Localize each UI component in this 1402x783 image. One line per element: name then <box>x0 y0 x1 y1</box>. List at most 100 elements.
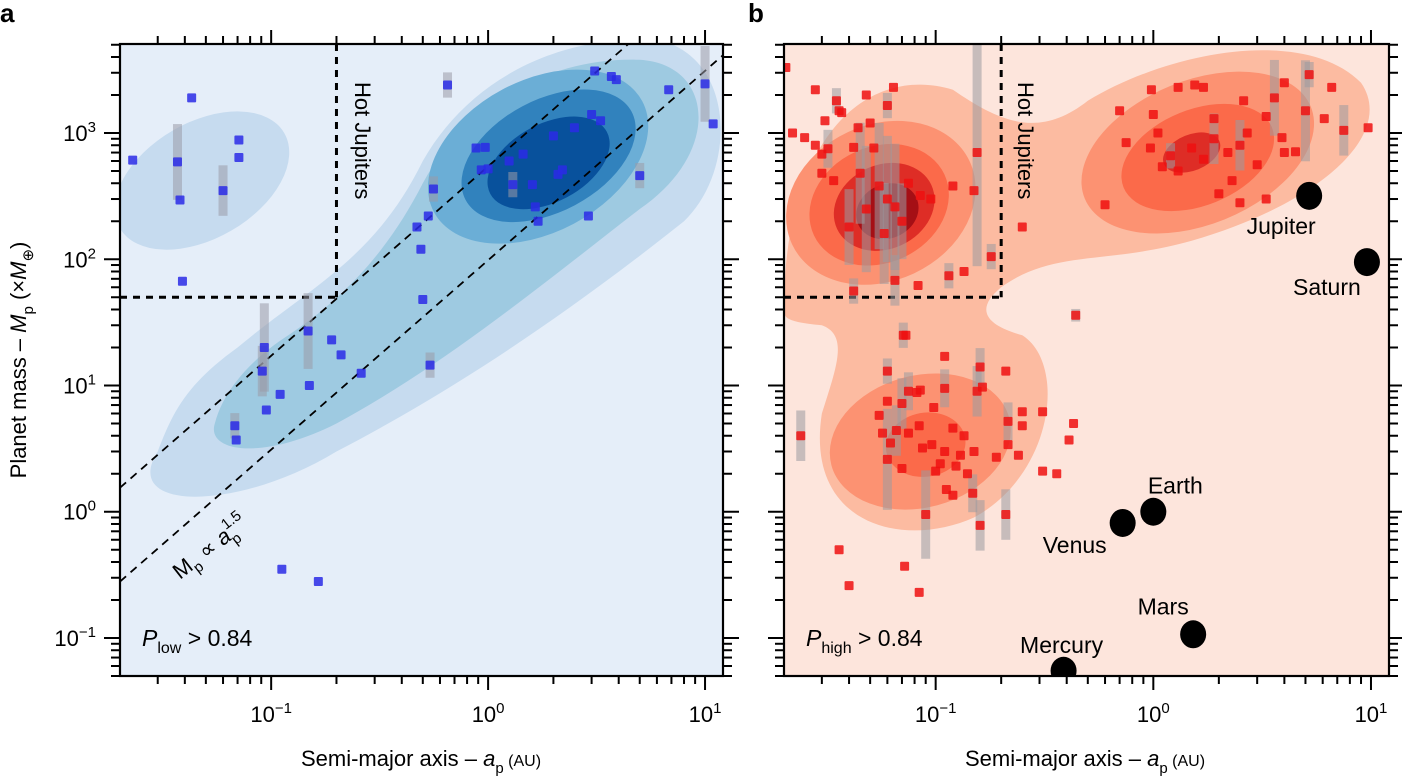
data-point <box>177 276 187 286</box>
data-point <box>962 469 972 479</box>
data-point <box>234 135 244 145</box>
data-point <box>849 286 859 296</box>
data-point <box>969 447 979 457</box>
data-point <box>810 140 820 150</box>
data-point <box>277 564 287 574</box>
data-point <box>596 116 606 126</box>
data-point <box>874 410 884 420</box>
data-point <box>921 510 931 520</box>
data-point <box>483 164 493 174</box>
solar-planet-marker <box>1050 656 1077 676</box>
data-point <box>1209 134 1219 144</box>
data-point <box>1148 110 1158 120</box>
data-point <box>1052 469 1062 479</box>
data-point <box>948 181 958 191</box>
data-point <box>231 435 241 445</box>
data-point <box>784 63 791 73</box>
data-point <box>926 194 936 204</box>
data-point <box>829 176 839 186</box>
data-point <box>518 149 528 159</box>
data-point <box>234 152 244 162</box>
data-point <box>708 119 718 129</box>
data-point <box>861 90 871 100</box>
data-point <box>878 428 888 438</box>
data-point <box>1339 125 1349 135</box>
data-point <box>882 366 892 376</box>
data-point <box>1279 78 1289 88</box>
data-point <box>855 168 865 178</box>
hot-jupiters-label: Hot Jupiters <box>350 82 375 199</box>
data-point <box>587 110 597 120</box>
data-point <box>1038 407 1048 417</box>
data-point <box>423 211 433 221</box>
solar-system-labels: Mercury Venus Earth Mars Jupiter Saturn <box>1020 213 1361 658</box>
data-point <box>879 228 889 238</box>
data-point <box>187 93 197 103</box>
data-point <box>425 360 435 370</box>
panel-b: b 10−1 100 101 Hot Jupiters Phigh > 0.84 M… <box>748 0 1402 777</box>
data-point <box>533 216 543 226</box>
data-point <box>416 244 426 254</box>
data-point <box>1190 80 1200 90</box>
data-point <box>257 366 267 376</box>
data-point <box>800 133 810 143</box>
y-tick-label: 102 <box>63 245 96 272</box>
data-point <box>927 440 937 450</box>
data-point <box>1252 160 1262 170</box>
contour-level-1 <box>120 111 290 250</box>
guide-lines <box>120 44 723 583</box>
data-point <box>948 490 958 500</box>
data-point <box>915 190 925 200</box>
data-point <box>356 368 366 378</box>
solar-planet-marker <box>1353 248 1380 277</box>
data-point <box>1261 112 1271 122</box>
data-point <box>1100 200 1110 210</box>
data-point <box>940 351 950 361</box>
scaling-line <box>120 54 723 583</box>
data-point <box>336 350 346 360</box>
data-point <box>1071 310 1081 320</box>
data-point <box>865 118 875 128</box>
data-point <box>508 180 518 190</box>
scaling-line <box>120 44 630 489</box>
data-point <box>569 123 579 133</box>
data-point <box>1261 194 1271 204</box>
data-point <box>530 202 540 212</box>
data-point <box>882 396 892 406</box>
data-point <box>1319 114 1329 124</box>
data-point <box>1235 198 1245 208</box>
data-point <box>890 202 900 212</box>
data-point <box>1239 96 1249 106</box>
data-point <box>664 85 674 95</box>
data-point <box>975 362 985 372</box>
data-point <box>1001 510 1011 520</box>
data-point <box>853 123 863 133</box>
x-tick-label: 101 <box>689 700 722 727</box>
data-point <box>869 143 879 153</box>
data-point <box>1235 140 1245 150</box>
hot-jupiters-label: Hot Jupiters <box>1013 82 1038 199</box>
data-point <box>476 165 486 175</box>
data-point <box>882 101 892 111</box>
data-point <box>1223 148 1233 158</box>
data-point <box>885 438 895 448</box>
data-point <box>611 75 621 85</box>
data-point <box>327 335 337 345</box>
y-tick-label: 100 <box>63 498 96 525</box>
solar-planet-label: Venus <box>1043 532 1107 558</box>
probability-annotation: Plow > 0.84 <box>142 625 253 657</box>
data-point <box>1327 82 1337 92</box>
data-point <box>443 80 453 90</box>
data-point <box>1064 435 1074 445</box>
data-point <box>1227 176 1237 186</box>
data-point <box>975 520 985 530</box>
data-point <box>583 211 593 221</box>
data-point <box>972 148 982 158</box>
solar-system-planets <box>1050 181 1380 676</box>
data-point <box>1242 128 1252 138</box>
y-axis-label: Planet mass – Mp (×M⊕) <box>6 242 37 479</box>
solar-planet-label: Jupiter <box>1247 213 1316 239</box>
panel-a: a 10−1 100 101 10−1 100 101 102 103 Hot Jupiter… <box>0 0 739 777</box>
plot-frame <box>118 42 725 678</box>
density-contours <box>120 44 721 497</box>
